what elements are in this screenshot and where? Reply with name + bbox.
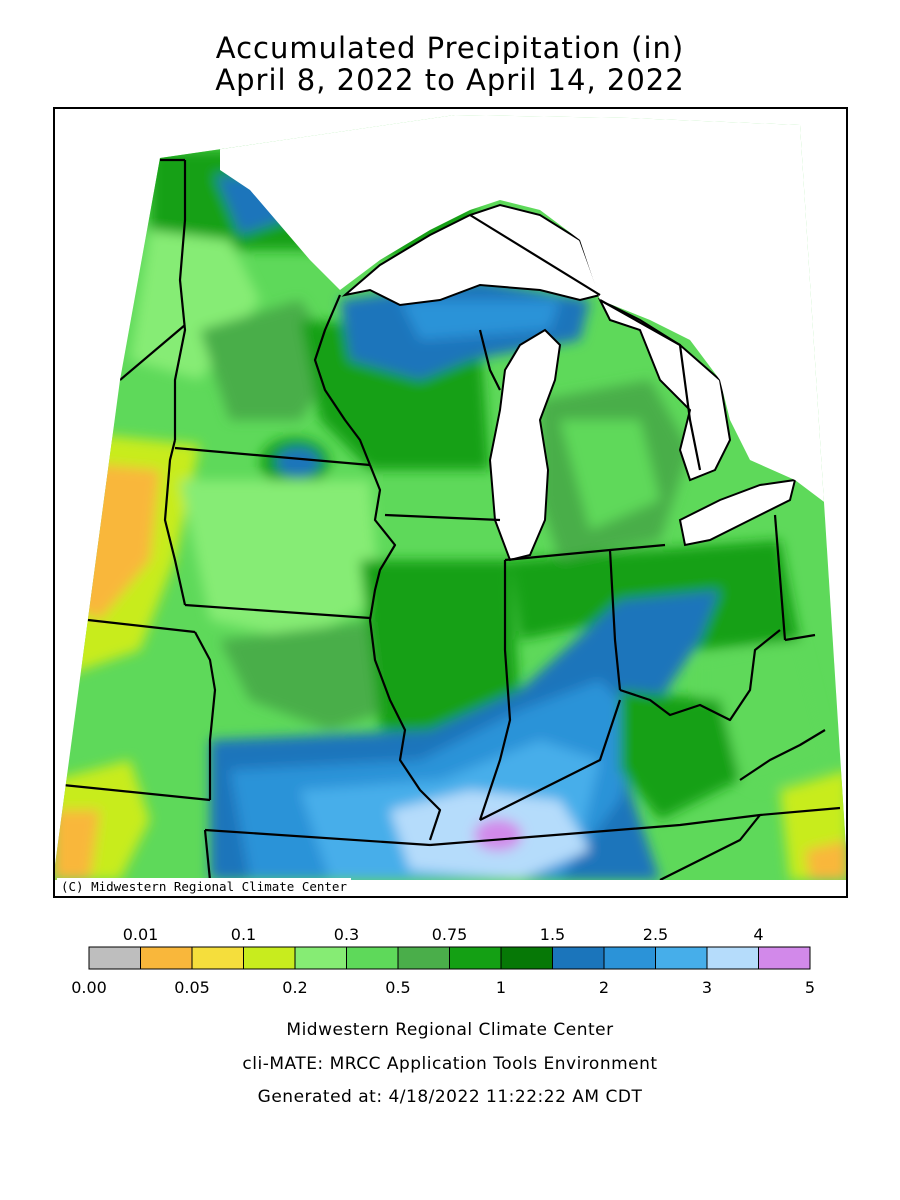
footer-org: Midwestern Regional Climate Center [286,1020,614,1040]
legend-top-label: 0.3 [334,925,359,944]
legend-swatch [706,946,759,970]
legend-swatch [655,946,708,970]
legend-swatch [449,946,502,970]
footer-tool: cli-MATE: MRCC Application Tools Environ… [242,1054,658,1074]
color-scale-legend: 0.01 0.1 0.3 0.75 1.5 2.5 4 0.00 0.05 0.2 0.5 1 2 3 5 [71,925,815,997]
legend-bottom-label: 0.00 [71,978,107,997]
legend-swatch [397,946,450,970]
legend-top-label: 0.75 [432,925,468,944]
legend-bottom-label: 0.05 [174,978,210,997]
legend-top-label: 0.01 [123,925,159,944]
legend-bottom-label: 5 [805,978,815,997]
map-title: Accumulated Precipitation (in) [215,31,685,65]
legend-swatch [140,946,193,970]
legend-bottom-label: 0.5 [385,978,410,997]
legend-top-label: 1.5 [540,925,565,944]
legend-bottom-label: 2 [599,978,609,997]
legend-bottom-label: 1 [496,978,506,997]
legend-swatch [243,946,296,970]
legend-swatch [88,946,141,970]
legend-swatch [552,946,605,970]
legend-swatch [500,946,553,970]
map-credit: (C) Midwestern Regional Climate Center [57,878,351,895]
map-subtitle-date-range: April 8, 2022 to April 14, 2022 [215,63,685,97]
legend-swatch [294,946,347,970]
legend-swatch [191,946,244,970]
legend-bottom-label: 3 [702,978,712,997]
legend-swatch [603,946,656,970]
legend-swatch [346,946,399,970]
legend-swatch [758,946,811,970]
legend-bottom-label: 0.2 [282,978,307,997]
legend-top-label: 2.5 [643,925,668,944]
legend-top-label: 0.1 [231,925,256,944]
footer-generated: Generated at: 4/18/2022 11:22:22 AM CDT [257,1087,643,1107]
legend-top-label: 4 [753,925,763,944]
precipitation-map [53,107,848,898]
